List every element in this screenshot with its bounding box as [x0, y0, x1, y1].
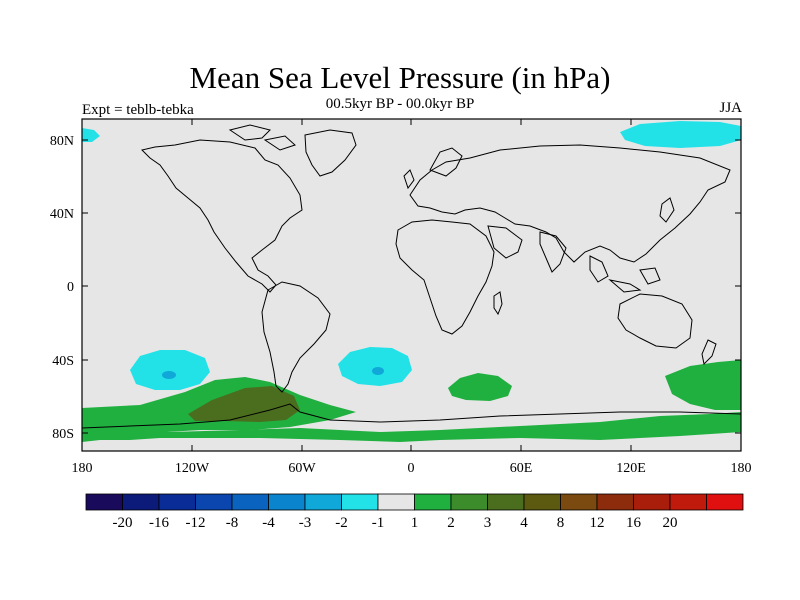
colorbar-swatch — [85, 493, 123, 511]
colorbar-swatch — [596, 493, 634, 511]
positive-anomaly-drake-passage — [188, 386, 300, 422]
coastlines — [82, 124, 741, 429]
coast-british-isles — [403, 169, 415, 190]
y-axis — [82, 139, 741, 434]
y-tick-80s: 80S — [52, 427, 74, 442]
colorbar-swatch — [633, 493, 671, 511]
map-panel — [82, 119, 741, 451]
negative-anomaly-south-atlantic — [338, 347, 412, 386]
colorbar-swatch — [414, 493, 452, 511]
colorbar-label: 16 — [626, 515, 642, 531]
y-tick-40s: 40S — [52, 354, 74, 369]
x-axis — [191, 119, 632, 451]
coast-arabia — [487, 225, 523, 259]
negative-anomaly-arctic-east — [620, 121, 741, 148]
colorbar-swatch — [560, 493, 598, 511]
y-tick-0: 0 — [67, 280, 74, 295]
colorbar-label: 8 — [557, 515, 565, 531]
coast-scandinavia — [429, 147, 463, 177]
colorbar-label: 3 — [484, 515, 492, 531]
colorbar-swatch — [268, 493, 306, 511]
coast-europe-asia — [409, 144, 731, 263]
coast-africa — [395, 219, 495, 335]
positive-anomaly-south-indian — [448, 373, 512, 401]
colorbar-label: -1 — [372, 515, 385, 531]
colorbar-swatch — [231, 493, 269, 511]
x-tick-120e: 120E — [616, 461, 646, 476]
colorbar-swatch — [158, 493, 196, 511]
colorbar-label: 20 — [663, 515, 678, 531]
x-tick-120w: 120W — [175, 461, 210, 476]
x-axis-labels: 180 120W 60W 0 60E 120E 180 — [72, 461, 752, 476]
coast-australia — [617, 293, 693, 349]
colorbar-label: -16 — [149, 515, 169, 531]
x-tick-0: 0 — [408, 461, 415, 476]
colorbar-label: -2 — [335, 515, 348, 531]
colorbar-label: 2 — [447, 515, 455, 531]
y-axis-labels: 80N 40N 0 40S 80S — [50, 134, 74, 442]
colorbar-swatch — [341, 493, 379, 511]
colorbar-label: 12 — [590, 515, 605, 531]
colorbar-label: 4 — [520, 515, 528, 531]
colorbar-label: -3 — [299, 515, 312, 531]
coast-southeast-asia — [589, 255, 661, 293]
season-label: JJA — [719, 100, 742, 116]
negative-anomaly-core-pacific — [162, 371, 176, 379]
colorbar-label: 1 — [411, 515, 419, 531]
y-tick-40n: 40N — [50, 207, 74, 222]
y-tick-80n: 80N — [50, 134, 74, 149]
colorbar-swatch — [706, 493, 744, 511]
coast-south-america — [261, 281, 331, 393]
x-tick-60e: 60E — [510, 461, 533, 476]
coast-madagascar — [493, 291, 503, 316]
positive-anomaly-south-pacific-east — [665, 360, 741, 410]
colorbar-label: -4 — [262, 515, 275, 531]
negative-anomaly-core-atlantic — [372, 367, 384, 375]
colorbar-swatch — [487, 493, 525, 511]
colorbar-swatch — [304, 493, 342, 511]
colorbar-swatch — [377, 493, 415, 511]
map-title: Mean Sea Level Pressure (in hPa) — [189, 60, 611, 95]
colorbar-swatch — [523, 493, 561, 511]
positive-anomaly-antarctic-coast — [82, 412, 741, 442]
colorbar-swatch — [122, 493, 160, 511]
coast-antarctica — [82, 403, 741, 429]
negative-anomaly-arctic-west — [82, 128, 100, 142]
coast-greenland — [304, 129, 357, 177]
x-tick-180-west: 180 — [72, 461, 93, 476]
colorbar-label: -12 — [186, 515, 206, 531]
colorbar-label: -8 — [226, 515, 239, 531]
period-label: 00.5kyr BP - 00.0kyr BP — [325, 96, 475, 112]
coast-new-zealand — [701, 339, 717, 366]
colorbar-label: -20 — [113, 515, 133, 531]
coast-canadian-archipelago — [228, 124, 296, 151]
negative-anomaly-southeast-pacific — [130, 350, 210, 390]
x-tick-60w: 60W — [288, 461, 316, 476]
colorbar-swatch — [450, 493, 488, 511]
colorbar — [85, 493, 744, 511]
colorbar-swatch — [669, 493, 707, 511]
x-tick-180-east: 180 — [731, 461, 752, 476]
coast-india — [539, 231, 567, 273]
coast-japan — [659, 197, 675, 223]
experiment-label: Expt = teblb-tebka — [82, 102, 194, 118]
colorbar-labels: -20 -16 -12 -8 -4 -3 -2 -1 1 2 3 4 8 12 16 20 — [113, 515, 678, 531]
colorbar-swatch — [195, 493, 233, 511]
